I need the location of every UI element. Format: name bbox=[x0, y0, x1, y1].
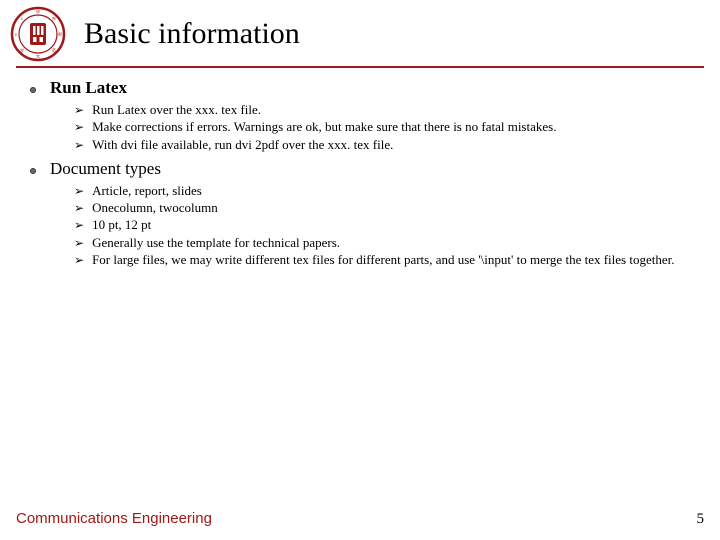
arrow-icon: ➢ bbox=[74, 184, 84, 199]
list-item: ➢ Run Latex over the xxx. tex file. bbox=[74, 102, 680, 118]
item-text: Onecolumn, twocolumn bbox=[92, 200, 680, 216]
svg-text:华: 华 bbox=[36, 9, 40, 16]
section-heading: Run Latex bbox=[30, 78, 680, 98]
arrow-icon: ➢ bbox=[74, 253, 84, 268]
section-title: Run Latex bbox=[50, 78, 127, 98]
svg-text:大: 大 bbox=[36, 53, 40, 60]
section-items: ➢ Run Latex over the xxx. tex file. ➢ Ma… bbox=[74, 102, 680, 153]
slide-header: 华 东 师 范 大 学 E C Basic information bbox=[0, 0, 720, 62]
section-heading: Document types bbox=[30, 159, 680, 179]
arrow-icon: ➢ bbox=[74, 218, 84, 233]
list-item: ➢ 10 pt, 12 pt bbox=[74, 217, 680, 233]
list-item: ➢ Article, report, slides bbox=[74, 183, 680, 199]
list-item: ➢ Onecolumn, twocolumn bbox=[74, 200, 680, 216]
list-item: ➢ With dvi file available, run dvi 2pdf … bbox=[74, 137, 680, 153]
arrow-icon: ➢ bbox=[74, 201, 84, 216]
list-item: ➢ For large files, we may write differen… bbox=[74, 252, 680, 268]
svg-text:师: 师 bbox=[58, 31, 62, 38]
list-item: ➢ Make corrections if errors. Warnings a… bbox=[74, 119, 680, 135]
item-text: For large files, we may write different … bbox=[92, 252, 680, 268]
slide-title: Basic information bbox=[84, 17, 300, 51]
list-item: ➢ Generally use the template for technic… bbox=[74, 235, 680, 251]
bullet-icon bbox=[30, 168, 36, 174]
section-run-latex: Run Latex ➢ Run Latex over the xxx. tex … bbox=[30, 78, 680, 153]
svg-text:东: 东 bbox=[52, 15, 56, 21]
item-text: With dvi file available, run dvi 2pdf ov… bbox=[92, 137, 680, 153]
item-text: Article, report, slides bbox=[92, 183, 680, 199]
item-text: Run Latex over the xxx. tex file. bbox=[92, 102, 680, 118]
item-text: Generally use the template for technical… bbox=[92, 235, 680, 251]
section-document-types: Document types ➢ Article, report, slides… bbox=[30, 159, 680, 268]
svg-text:范: 范 bbox=[52, 47, 56, 54]
arrow-icon: ➢ bbox=[74, 138, 84, 153]
arrow-icon: ➢ bbox=[74, 120, 84, 135]
university-logo-icon: 华 东 师 范 大 学 E C bbox=[10, 6, 66, 62]
slide-footer: Communications Engineering 5 bbox=[16, 510, 704, 528]
slide-content: Run Latex ➢ Run Latex over the xxx. tex … bbox=[0, 68, 720, 268]
bullet-icon bbox=[30, 87, 36, 93]
footer-department: Communications Engineering bbox=[16, 510, 212, 527]
svg-text:学: 学 bbox=[20, 47, 24, 53]
arrow-icon: ➢ bbox=[74, 103, 84, 118]
section-items: ➢ Article, report, slides ➢ Onecolumn, t… bbox=[74, 183, 680, 268]
svg-text:E: E bbox=[15, 33, 17, 37]
item-text: Make corrections if errors. Warnings are… bbox=[92, 119, 680, 135]
section-title: Document types bbox=[50, 159, 161, 179]
arrow-icon: ➢ bbox=[74, 236, 84, 251]
item-text: 10 pt, 12 pt bbox=[92, 217, 680, 233]
page-number: 5 bbox=[697, 511, 705, 528]
